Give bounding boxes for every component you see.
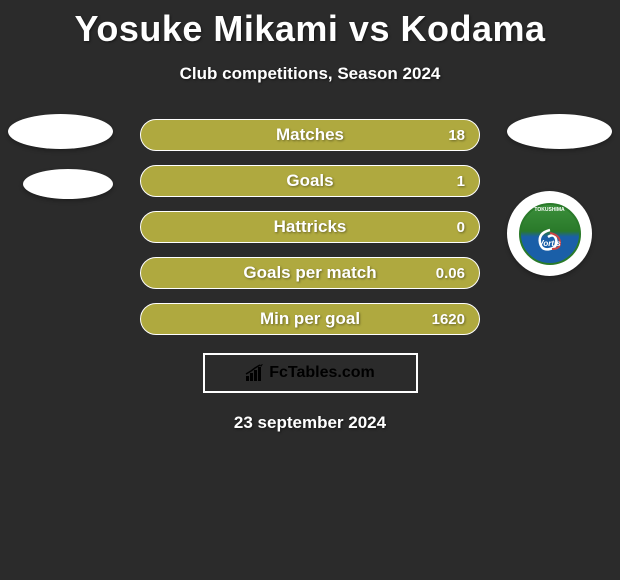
- team-logo-main-text: Vortis: [521, 239, 579, 248]
- stat-label: Hattricks: [274, 217, 347, 237]
- stat-value: 0.06: [436, 265, 465, 282]
- left-player-avatars: [8, 114, 113, 219]
- branding-box: FcTables.com: [203, 353, 418, 393]
- bar-chart-icon: [245, 364, 267, 382]
- page-title: Yosuke Mikami vs Kodama: [0, 0, 620, 50]
- stat-value: 18: [448, 127, 465, 144]
- stat-bar-goals: Goals 1: [140, 165, 480, 197]
- branding-inner: FcTables.com: [235, 360, 385, 386]
- stat-bar-min-per-goal: Min per goal 1620: [140, 303, 480, 335]
- stat-bar-goals-per-match: Goals per match 0.06: [140, 257, 480, 289]
- right-player-avatars: TOKUSHIMA Vortis: [507, 114, 612, 276]
- team-logo-vortis: TOKUSHIMA Vortis: [507, 191, 592, 276]
- content-area: TOKUSHIMA Vortis Matches 18 Goals 1 Hatt…: [0, 114, 620, 433]
- team-logo-top-text: TOKUSHIMA: [521, 207, 579, 213]
- team-logo-inner: TOKUSHIMA Vortis: [519, 203, 581, 265]
- player-avatar-placeholder: [507, 114, 612, 149]
- subtitle: Club competitions, Season 2024: [0, 64, 620, 84]
- player-avatar-placeholder: [8, 114, 113, 149]
- stat-label: Goals: [286, 171, 333, 191]
- stat-bar-matches: Matches 18: [140, 119, 480, 151]
- footer-date: 23 september 2024: [0, 413, 620, 433]
- stat-label: Matches: [276, 125, 344, 145]
- stat-bar-hattricks: Hattricks 0: [140, 211, 480, 243]
- branding-text: FcTables.com: [269, 364, 375, 382]
- stat-value: 1620: [432, 311, 465, 328]
- stat-value: 1: [457, 173, 465, 190]
- team-logo-placeholder: [23, 169, 113, 199]
- stat-label: Goals per match: [243, 263, 376, 283]
- stats-bars: Matches 18 Goals 1 Hattricks 0 Goals per…: [140, 114, 480, 335]
- stat-value: 0: [457, 219, 465, 236]
- stat-label: Min per goal: [260, 309, 360, 329]
